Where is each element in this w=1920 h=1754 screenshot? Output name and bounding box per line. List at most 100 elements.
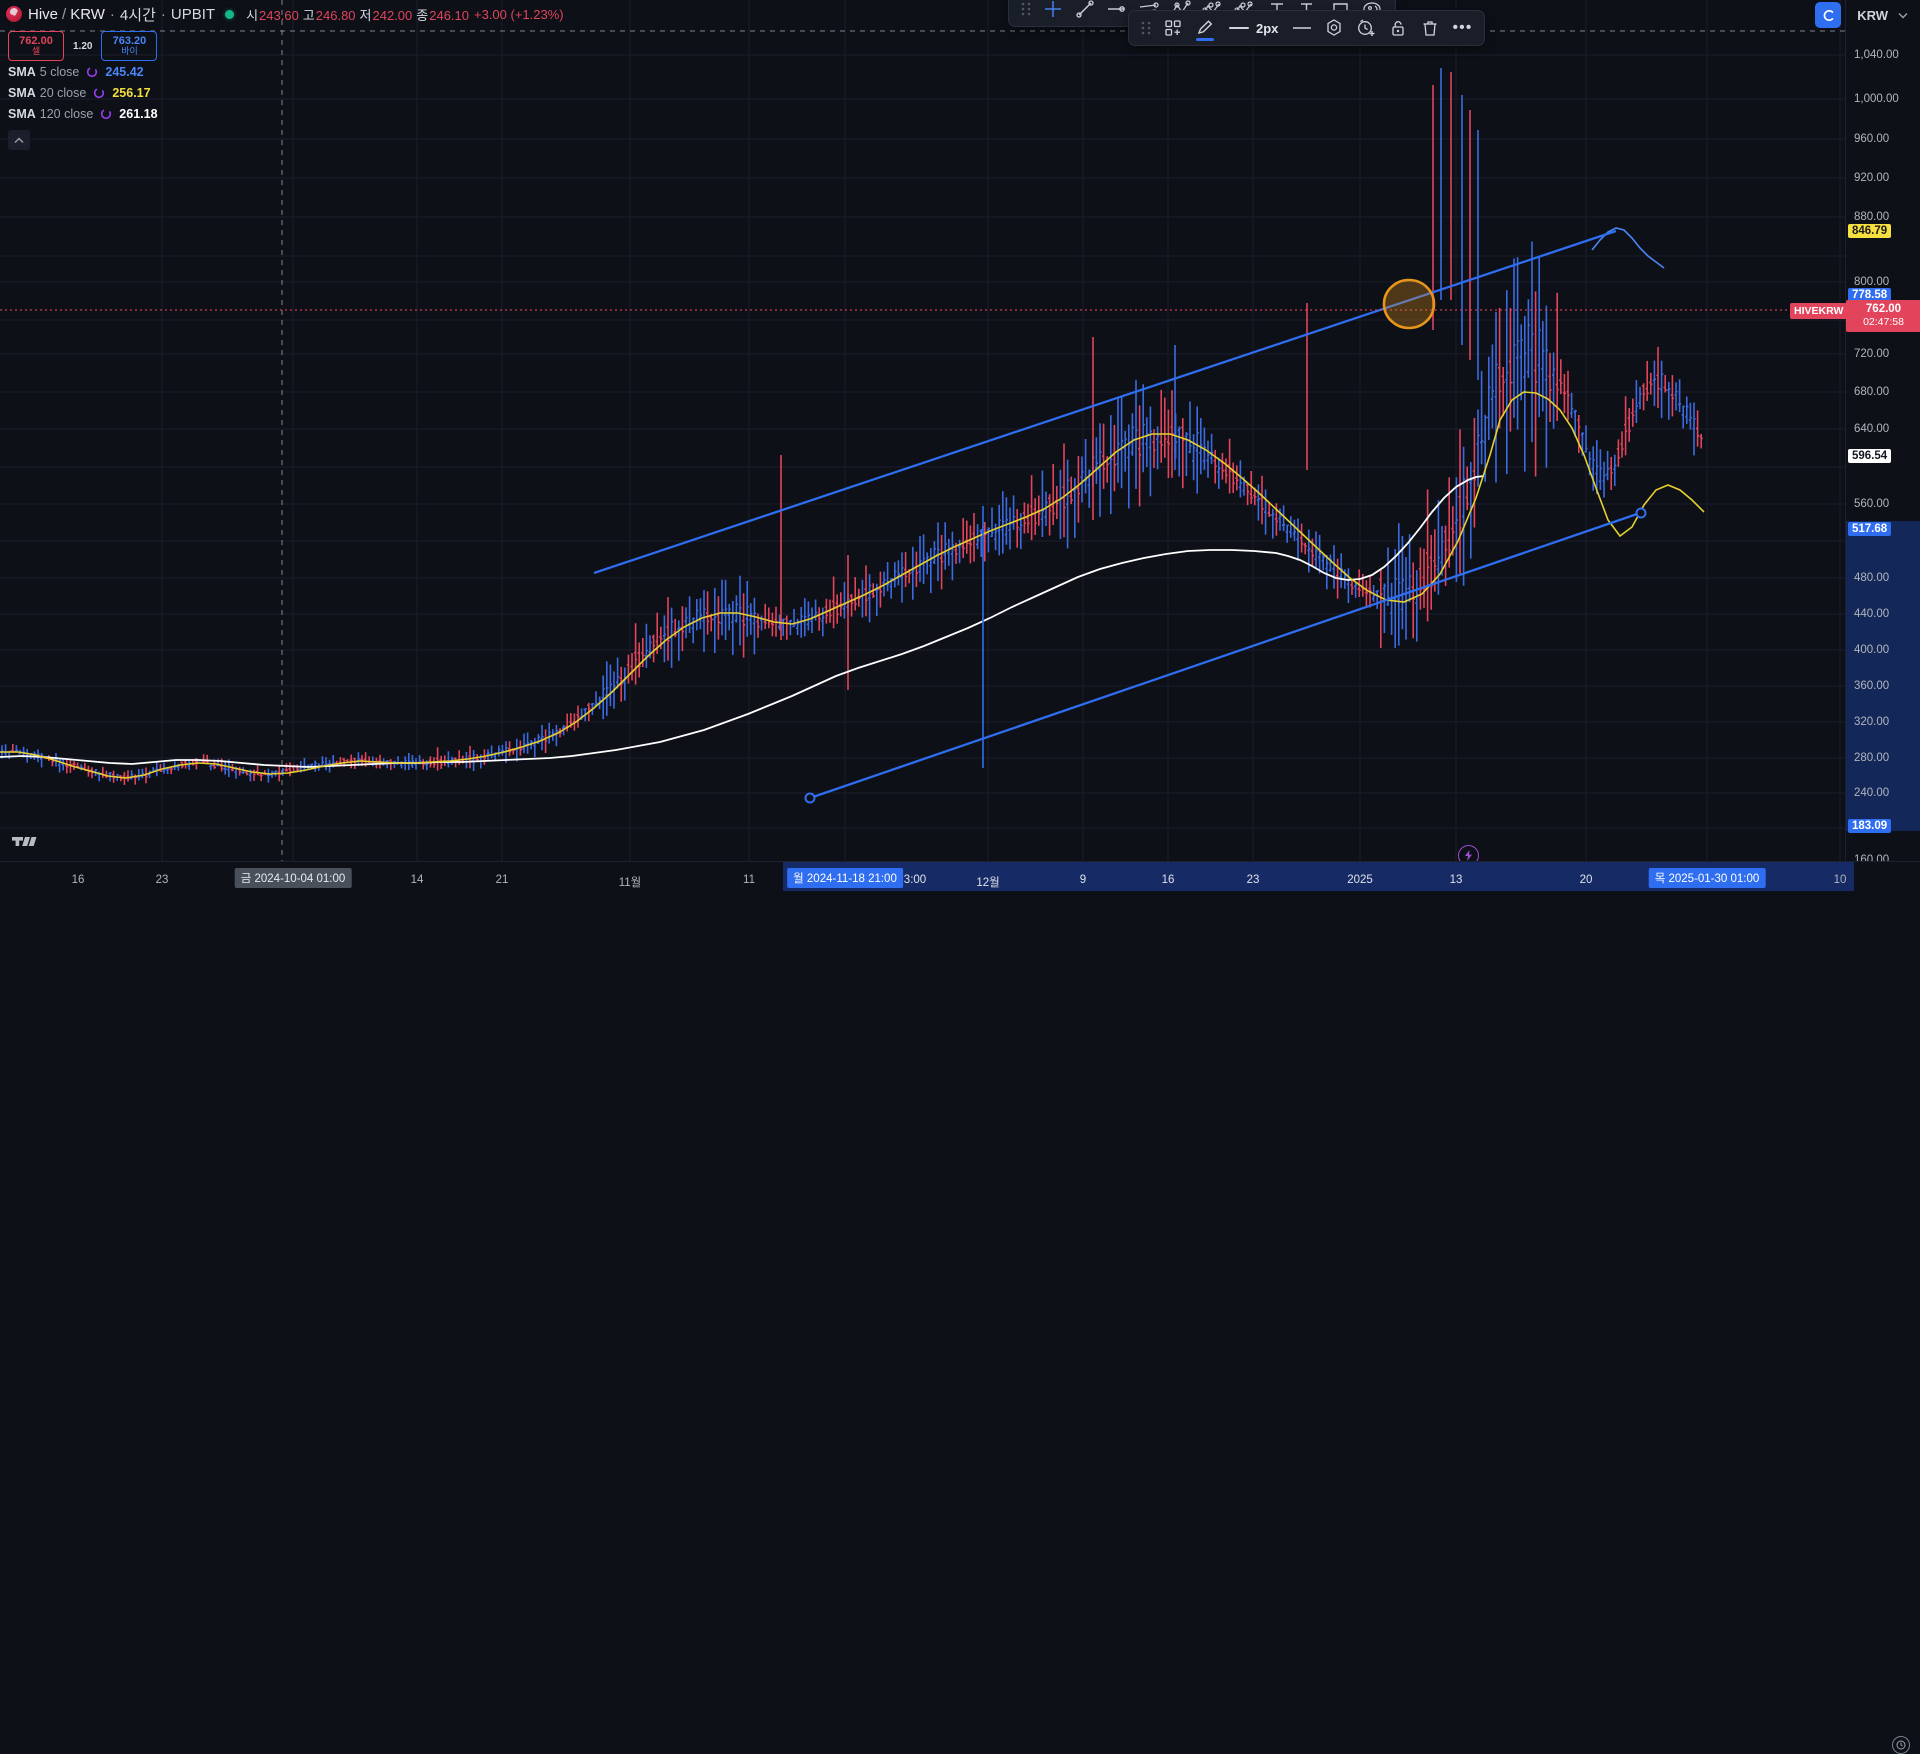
price-tick: 360.00 bbox=[1854, 680, 1890, 692]
pitchfork-icon[interactable] bbox=[1165, 0, 1197, 23]
spread-value: 1.20 bbox=[73, 40, 93, 52]
sell-button[interactable]: 762.00 셀 bbox=[8, 31, 64, 61]
endpoint-time-tag: 목 2025-01-30 01:00 bbox=[1648, 868, 1766, 888]
meta-dot-1: · bbox=[109, 5, 115, 23]
alert-clock-icon[interactable] bbox=[1350, 14, 1382, 42]
chevron-up-icon bbox=[14, 137, 24, 143]
price-tick: 480.00 bbox=[1854, 572, 1890, 584]
symbol-quote[interactable]: KRW bbox=[70, 5, 105, 23]
line-width-icon bbox=[1229, 27, 1249, 29]
ohlc-open: 시243.60 bbox=[246, 5, 299, 24]
flag-mark-icon[interactable] bbox=[1325, 0, 1357, 23]
time-tick: 11 bbox=[743, 874, 755, 886]
sma20-desc: 20 close bbox=[39, 85, 87, 100]
trendline-price-tag: 517.68 bbox=[1848, 522, 1892, 536]
tradingview-logo[interactable] bbox=[12, 833, 42, 855]
price-tick: 880.00 bbox=[1854, 211, 1890, 223]
time-tick: 23 bbox=[1246, 874, 1260, 886]
time-tick: 11월 bbox=[618, 877, 642, 889]
time-scale[interactable]: 16 23 14 21 11월 11 3:00 12월 9 16 23 2025… bbox=[0, 861, 1920, 1754]
top-right-controls[interactable]: KRW bbox=[1815, 2, 1916, 28]
price-tick: 320.00 bbox=[1854, 716, 1890, 728]
price-tick: 560.00 bbox=[1854, 498, 1890, 510]
ellipse-annotation[interactable] bbox=[1382, 278, 1436, 330]
drag-grip-icon[interactable] bbox=[1140, 19, 1152, 37]
trendline-low-price-tag: 183.09 bbox=[1848, 819, 1892, 833]
symbol-name[interactable]: Hive bbox=[28, 5, 59, 23]
sync-symbol-icon[interactable] bbox=[1815, 2, 1842, 28]
settings-gear-icon[interactable] bbox=[1318, 14, 1350, 42]
channel-lower-line[interactable] bbox=[809, 511, 1641, 800]
price-tick: 1,040.00 bbox=[1854, 49, 1899, 61]
ohlc-open-value: 243.60 bbox=[259, 7, 299, 23]
legend-collapse-button[interactable] bbox=[8, 130, 30, 150]
price-series-canvas bbox=[0, 0, 1845, 861]
line-width-control[interactable]: 2px bbox=[1221, 21, 1286, 36]
unlock-icon[interactable] bbox=[1382, 14, 1414, 42]
trash-icon[interactable] bbox=[1414, 14, 1446, 42]
indicator-refresh-icon[interactable] bbox=[100, 108, 112, 120]
sma5-desc: 5 close bbox=[39, 64, 80, 79]
channel-upper-line[interactable] bbox=[593, 229, 1617, 575]
sell-label: 셀 bbox=[31, 46, 41, 57]
symbol-price-tag-label: HIVEKRW bbox=[1794, 305, 1844, 317]
price-tick: 680.00 bbox=[1854, 386, 1890, 398]
trend-line-icon[interactable] bbox=[1069, 0, 1101, 23]
time-tick: 20 bbox=[1579, 874, 1593, 886]
chart-plot-area[interactable]: Hive / KRW · 4시간 · UPBIT 시243.60 고246.80… bbox=[0, 0, 1845, 861]
ohlc-high-value: 246.80 bbox=[315, 7, 356, 23]
ohlc-low: 저242.00 bbox=[360, 5, 413, 24]
ohlc-high: 고246.80 bbox=[303, 5, 356, 24]
exchange-label[interactable]: UPBIT bbox=[170, 5, 216, 23]
time-tick: 12월 bbox=[976, 877, 1000, 889]
tradingview-chart-app: Hive / KRW · 4시간 · UPBIT 시243.60 고246.80… bbox=[0, 0, 1920, 901]
meta-dot-2: · bbox=[160, 5, 166, 23]
line-style-icon[interactable] bbox=[1286, 14, 1318, 42]
drag-grip-icon[interactable] bbox=[1020, 0, 1032, 18]
crosshair-icon[interactable] bbox=[1037, 0, 1069, 23]
sma120-value: 261.18 bbox=[119, 106, 158, 121]
more-options-icon[interactable]: ••• bbox=[1452, 19, 1473, 36]
price-tick: 400.00 bbox=[1854, 644, 1890, 656]
channel-lower-end-handle[interactable] bbox=[1635, 507, 1647, 519]
symbol-row[interactable]: Hive / KRW · 4시간 · UPBIT 시243.60 고246.80… bbox=[6, 3, 564, 25]
pen-color-icon[interactable] bbox=[1189, 14, 1221, 42]
templates-icon[interactable] bbox=[1157, 14, 1189, 42]
buy-label: 바이 bbox=[121, 46, 138, 57]
indicator-refresh-icon[interactable] bbox=[86, 66, 98, 78]
ohlc-open-key: 시 bbox=[246, 7, 259, 23]
price-tick: 960.00 bbox=[1854, 133, 1890, 145]
last-price-countdown: 02:47:58 bbox=[1863, 316, 1904, 329]
buy-price: 763.20 bbox=[112, 34, 147, 47]
channel-lower-start-handle[interactable] bbox=[804, 792, 816, 804]
buy-button[interactable]: 763.20 바이 bbox=[101, 31, 158, 61]
symbol-price-tag: HIVEKRW bbox=[1790, 303, 1848, 319]
currency-selector[interactable]: KRW bbox=[1849, 5, 1916, 26]
price-tick: 640.00 bbox=[1854, 423, 1890, 435]
sma5-price-tag: 778.58 bbox=[1848, 288, 1892, 302]
last-price-value: 762.00 bbox=[1865, 303, 1902, 315]
indicator-row-sma20[interactable]: SMA 20 close 256.17 bbox=[8, 82, 564, 103]
price-tick: 800.00 bbox=[1854, 276, 1890, 288]
indicator-row-sma120[interactable]: SMA 120 close 261.18 bbox=[8, 103, 564, 124]
candlestick-series bbox=[0, 68, 1703, 785]
lightning-badge-icon[interactable] bbox=[1458, 845, 1479, 861]
time-tick: 9 bbox=[1079, 874, 1087, 886]
horizontal-ray-icon[interactable] bbox=[1101, 0, 1133, 23]
crosshair-time-tag: 금 2024-10-04 01:00 bbox=[234, 868, 352, 888]
price-scale[interactable]: 1,040.00 1,000.00 960.00 920.00 880.00 8… bbox=[1845, 0, 1920, 866]
line-width-value: 2px bbox=[1256, 20, 1279, 36]
price-change: +3.00 (+1.23%) bbox=[474, 6, 564, 22]
ohlc-close-value: 246.10 bbox=[429, 7, 469, 23]
time-tick: 13 bbox=[1449, 874, 1463, 886]
clock-timezone-icon[interactable] bbox=[1892, 1736, 1910, 1754]
price-tick: 920.00 bbox=[1854, 172, 1890, 184]
interval-label[interactable]: 4시간 bbox=[119, 6, 156, 24]
price-tick: 440.00 bbox=[1854, 608, 1890, 620]
indicator-refresh-icon[interactable] bbox=[93, 87, 105, 99]
indicator-row-sma5[interactable]: SMA 5 close 245.42 bbox=[8, 61, 564, 82]
bid-ask-widget[interactable]: 762.00 셀 1.20 763.20 바이 bbox=[8, 31, 564, 61]
ohlc-low-value: 242.00 bbox=[372, 7, 413, 23]
sma120-desc: 120 close bbox=[39, 106, 94, 121]
drawing-style-toolbar[interactable]: 2px ••• bbox=[1128, 10, 1486, 46]
